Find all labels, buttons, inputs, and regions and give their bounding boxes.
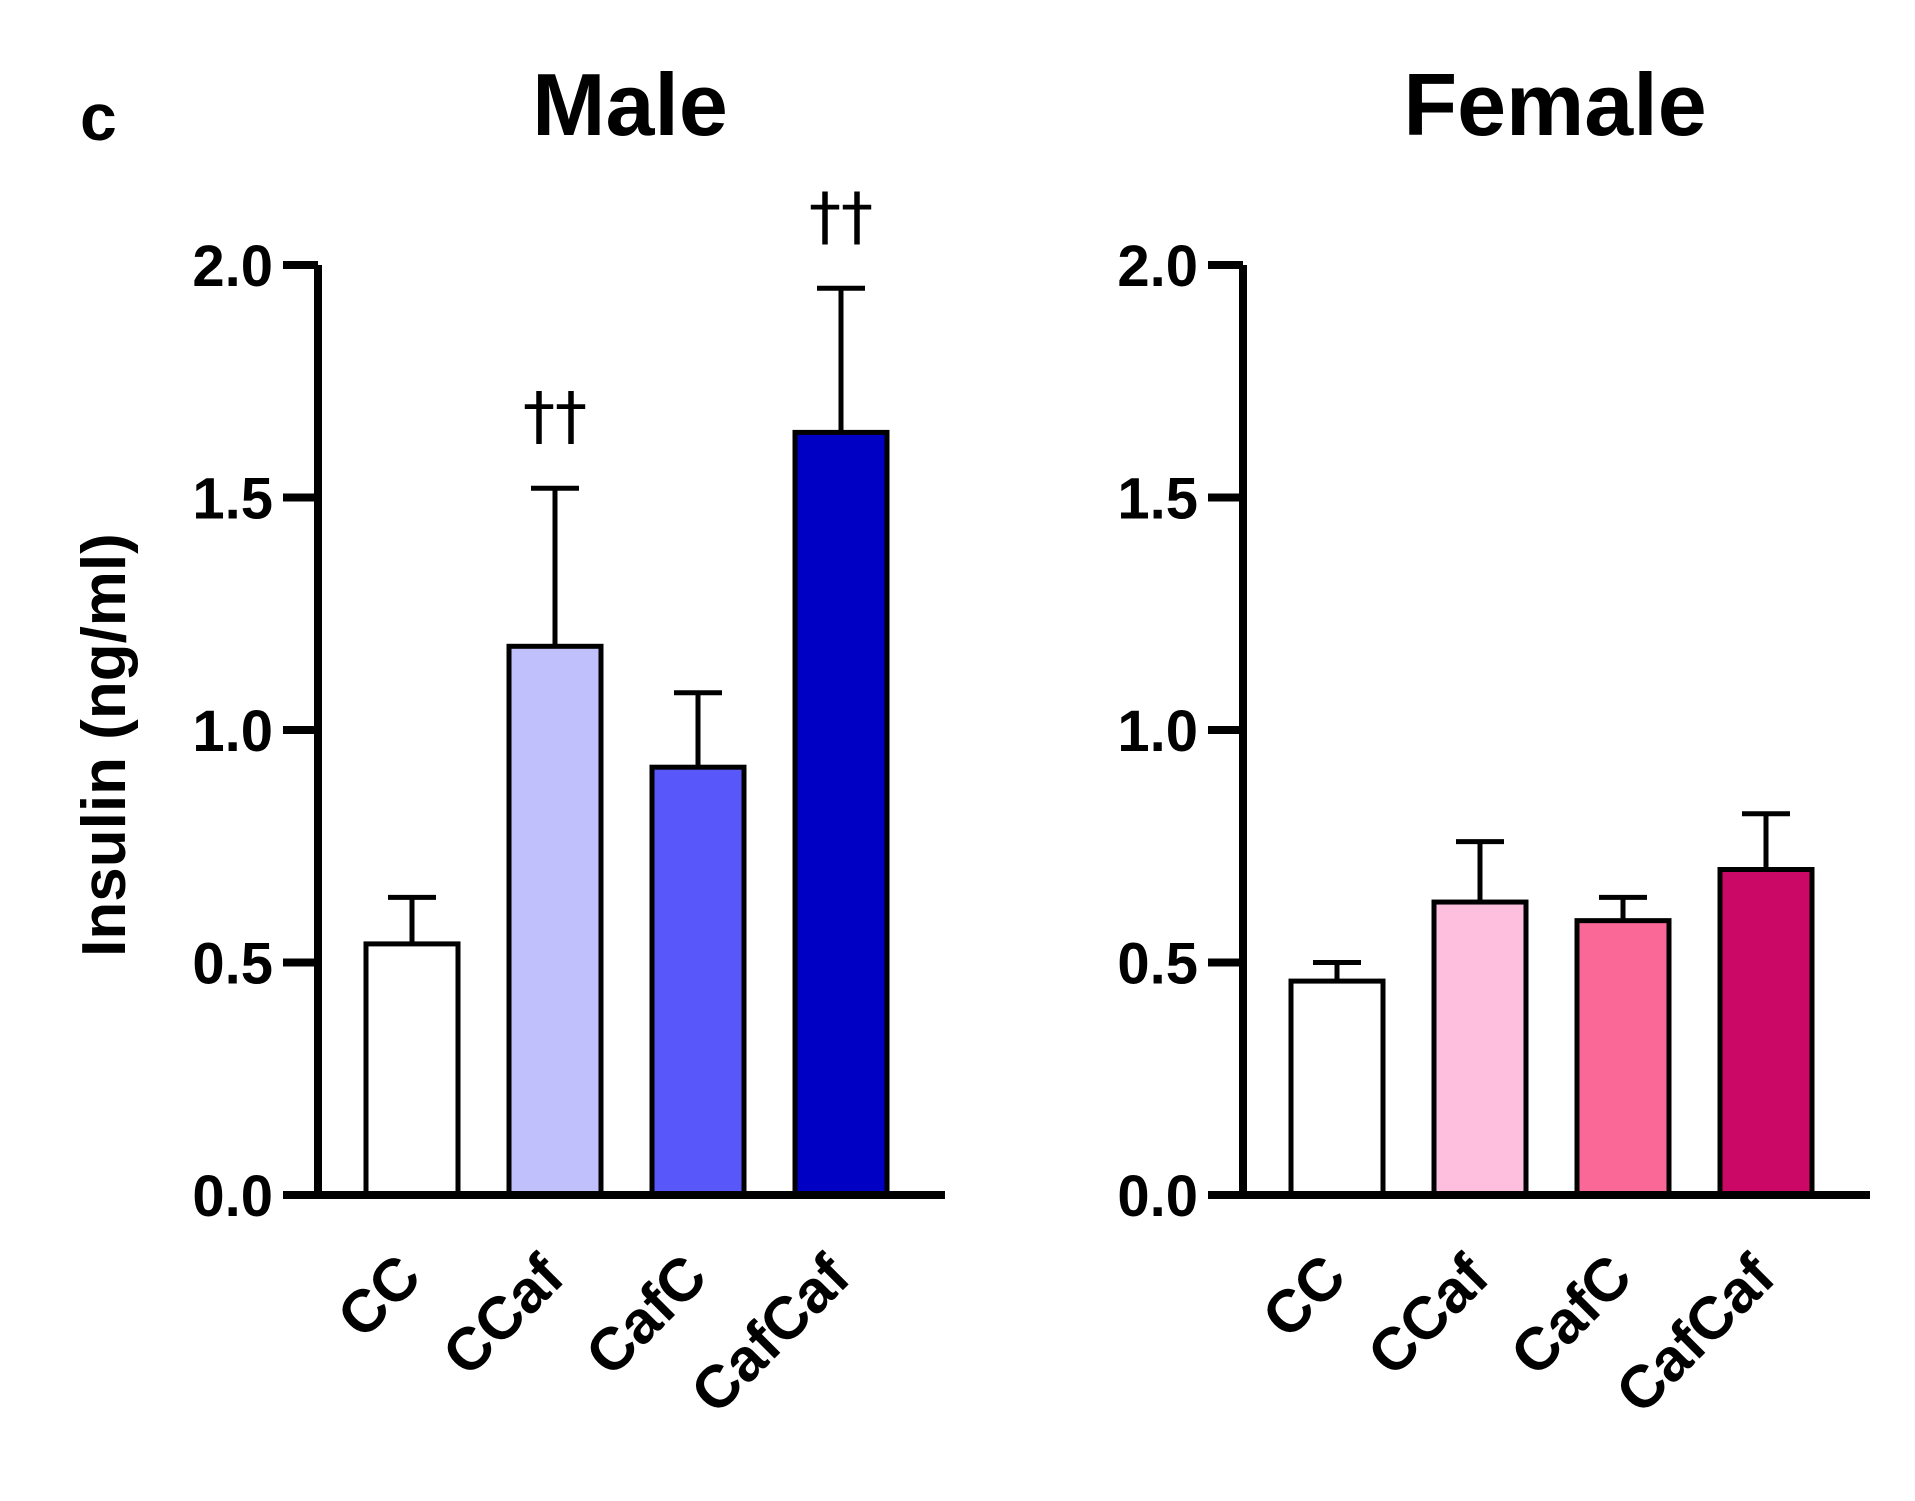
panel-letter: c — [80, 80, 117, 154]
y-tick-label-male: 1.0 — [192, 699, 273, 764]
y-tick-label-female: 2.0 — [1117, 234, 1198, 299]
bar-female-cafc — [1574, 918, 1672, 1198]
chart-title-female: Female — [1403, 55, 1706, 154]
y-tick-label-male: 0.5 — [192, 932, 273, 997]
y-tick-label-female: 1.0 — [1117, 699, 1198, 764]
significance-marker-male-ccaf: †† — [523, 380, 587, 454]
bar-male-cafc — [649, 764, 747, 1198]
bar-male-cafcaf — [792, 429, 890, 1198]
significance-marker-male-cafcaf: †† — [809, 180, 873, 254]
y-tick-label-female: 1.5 — [1117, 467, 1198, 532]
y-tick-label-male: 0.0 — [192, 1164, 273, 1229]
bar-male-ccaf — [506, 643, 604, 1198]
y-tick-label-female: 0.5 — [1117, 932, 1198, 997]
y-axis-label: Insulin (ng/ml) — [70, 533, 139, 957]
bar-female-cc — [1288, 978, 1386, 1198]
bar-male-cc — [363, 941, 461, 1198]
y-tick-label-male: 1.5 — [192, 467, 273, 532]
bar-female-cafcaf — [1717, 867, 1815, 1198]
y-tick-label-female: 0.0 — [1117, 1164, 1198, 1229]
y-tick-label-male: 2.0 — [192, 234, 273, 299]
bar-female-ccaf — [1431, 899, 1529, 1198]
chart-title-male: Male — [532, 55, 728, 154]
